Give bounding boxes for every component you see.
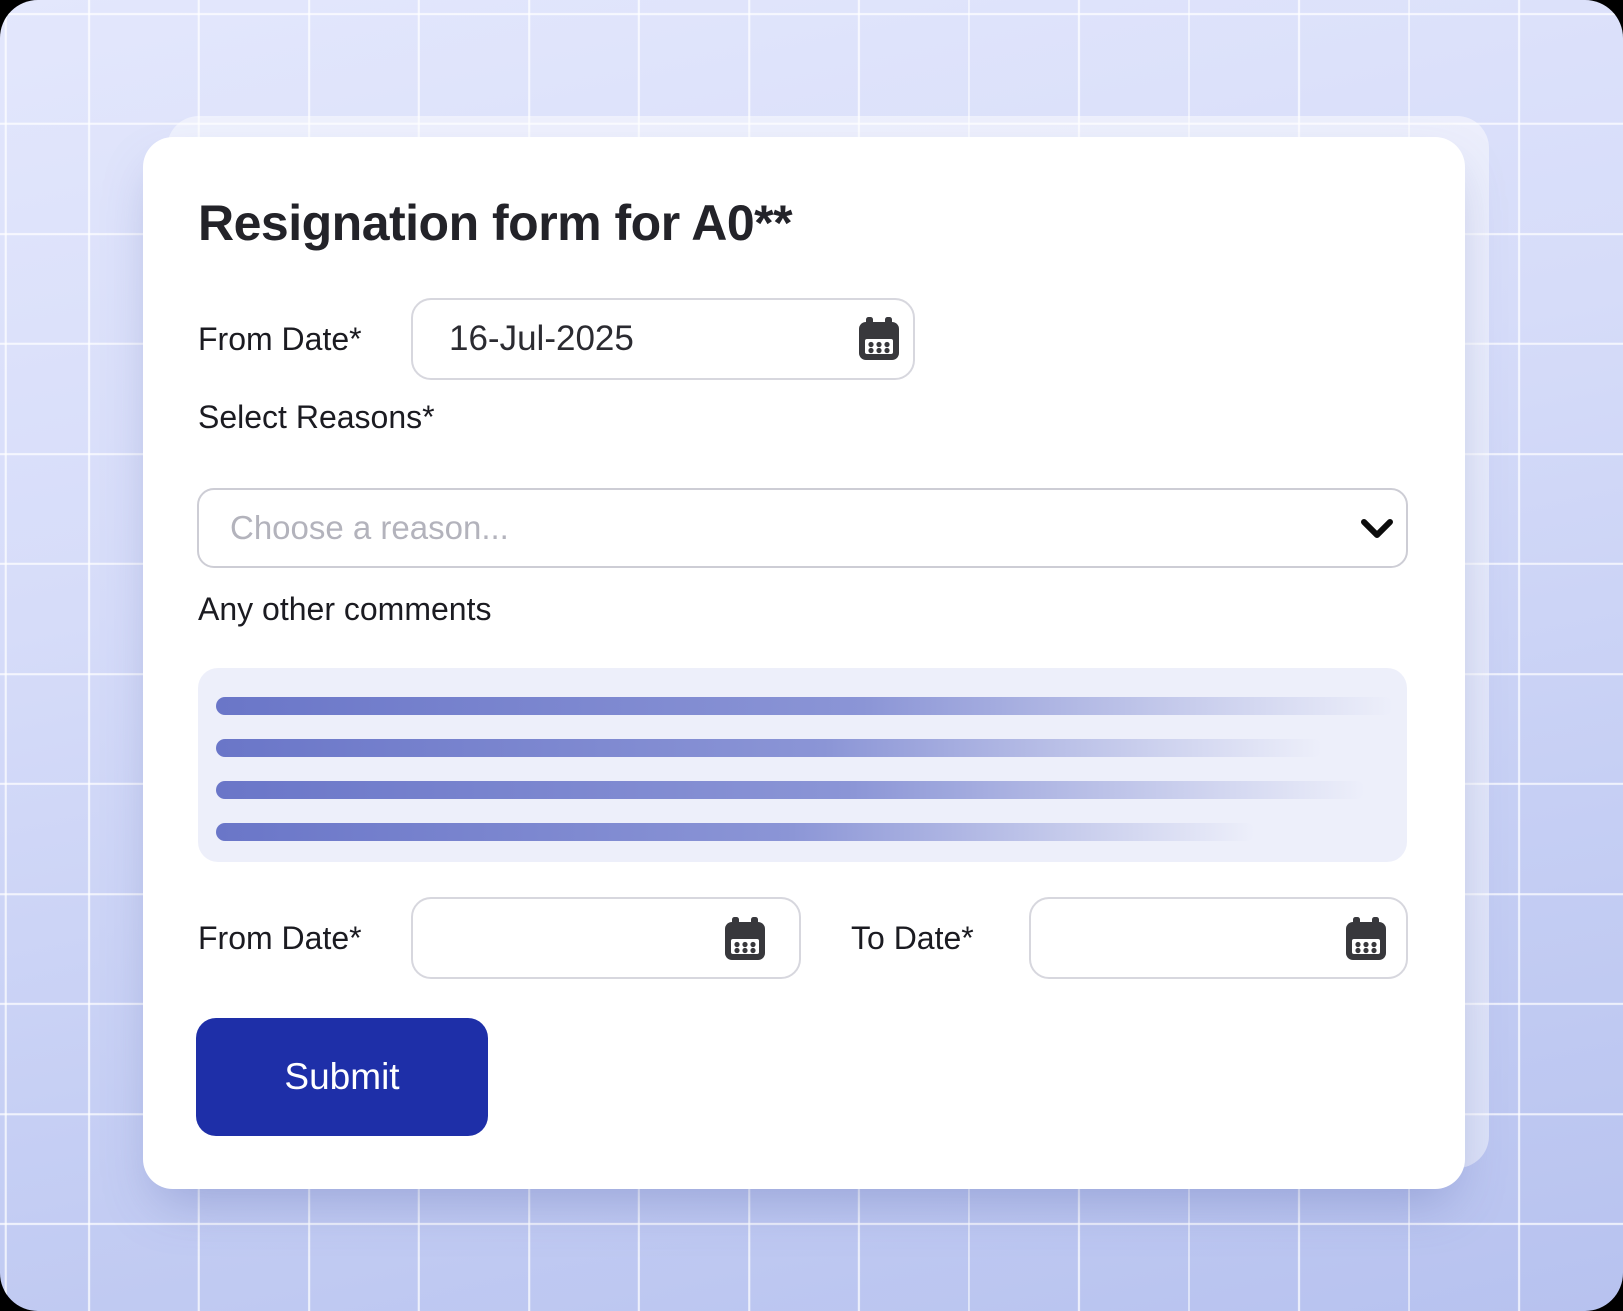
from-date-bottom-label: From Date*	[198, 920, 362, 956]
skeleton-text-bar	[216, 781, 1365, 799]
skeleton-text-bar	[216, 823, 1255, 841]
skeleton-text-bar	[216, 739, 1322, 757]
to-date-input[interactable]	[1029, 897, 1408, 979]
page-title: Resignation form for A0**	[198, 195, 793, 251]
reason-select[interactable]	[197, 488, 1408, 568]
resignation-form-card: Resignation form for A0** From Date* Sel…	[143, 137, 1465, 1189]
to-date-label: To Date*	[851, 920, 974, 956]
calendar-icon[interactable]	[855, 315, 903, 363]
select-reasons-label: Select Reasons*	[198, 399, 435, 435]
comments-input-area[interactable]	[198, 668, 1407, 862]
calendar-icon[interactable]	[721, 915, 769, 963]
from-date-top-input[interactable]	[411, 298, 915, 380]
from-date-top-label: From Date*	[198, 321, 362, 357]
skeleton-text-bar	[216, 697, 1393, 715]
comments-label: Any other comments	[198, 591, 492, 627]
calendar-icon[interactable]	[1342, 915, 1390, 963]
submit-button[interactable]: Submit	[196, 1018, 488, 1136]
